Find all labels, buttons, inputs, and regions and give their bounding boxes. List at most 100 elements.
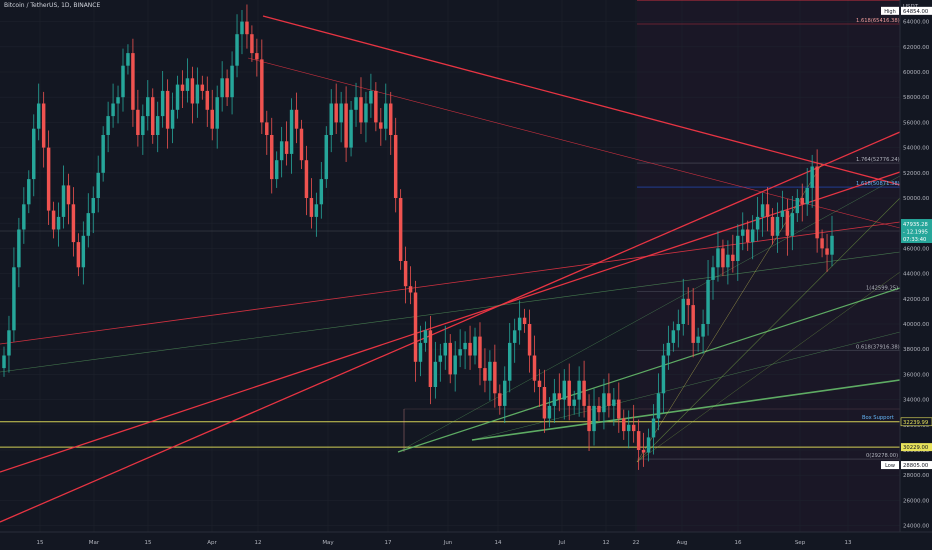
candle-body xyxy=(706,279,710,324)
candle-body xyxy=(775,216,780,236)
candle-body xyxy=(691,305,695,343)
candle-body xyxy=(408,286,413,293)
candle-body xyxy=(755,216,760,230)
candle-body xyxy=(56,216,61,230)
candle-body xyxy=(403,261,408,287)
candle-body xyxy=(329,103,333,135)
candle-body xyxy=(36,103,41,129)
candle-body xyxy=(532,355,537,381)
candle-body xyxy=(493,361,497,394)
trendline-green-support xyxy=(397,287,901,453)
price-axis[interactable] xyxy=(900,0,932,550)
trendline-descending-secondary xyxy=(247,57,901,229)
candle-body xyxy=(304,160,309,198)
candle-body xyxy=(200,84,205,91)
candle-body xyxy=(537,380,542,387)
candle-body xyxy=(522,317,527,324)
candle-body xyxy=(7,330,11,356)
badge-value: 28805.00 xyxy=(903,463,929,469)
candle-body xyxy=(597,405,601,413)
candle-body xyxy=(339,103,343,123)
pitchfork-lower xyxy=(636,271,901,463)
candle-body xyxy=(274,160,279,180)
candle-body xyxy=(622,418,626,432)
current-price-text: 07:33:40 xyxy=(903,237,926,243)
candle-body xyxy=(765,204,770,217)
candle-body xyxy=(646,437,651,453)
candle-body xyxy=(463,342,467,350)
candle-body xyxy=(126,53,130,66)
badge-value: 32239.99 xyxy=(903,420,928,426)
candle-body xyxy=(656,393,661,419)
candle-body xyxy=(681,298,685,324)
fib-label-top: 1.618(65416.38) xyxy=(856,18,900,24)
candle-body xyxy=(384,103,388,129)
candle-body xyxy=(547,405,552,419)
candle-body xyxy=(810,166,814,188)
y-tick-label: 40000.00 xyxy=(903,322,930,328)
candle-body xyxy=(572,399,576,406)
y-tick-label: 38000.00 xyxy=(903,347,930,353)
candle-body xyxy=(750,229,755,243)
y-tick-label: 42000.00 xyxy=(903,297,930,303)
candle-body xyxy=(587,405,591,432)
current-price-badge xyxy=(901,219,932,244)
badge-value: 30229.00 xyxy=(903,445,929,451)
candles xyxy=(2,4,834,470)
candle-body xyxy=(388,103,393,135)
candle-body xyxy=(592,405,596,432)
badge-tag-label: Low xyxy=(885,463,895,469)
x-tick-label: Aug xyxy=(677,540,688,546)
candle-body xyxy=(32,128,36,180)
time-axis[interactable] xyxy=(0,532,932,550)
badge-tag xyxy=(881,6,899,15)
candle-body xyxy=(626,424,631,432)
candle-body xyxy=(245,21,249,35)
trendline-green-bottom xyxy=(471,379,901,441)
candle-body xyxy=(780,210,785,217)
candle-body xyxy=(651,418,656,438)
x-tick-label: Apr xyxy=(207,540,217,546)
candle-body xyxy=(81,235,86,268)
candle-body xyxy=(22,204,26,230)
candle-body xyxy=(612,399,616,406)
y-tick-label: 46000.00 xyxy=(903,246,930,252)
candle-body xyxy=(71,204,76,243)
candle-body xyxy=(265,122,269,135)
candle-body xyxy=(770,216,775,236)
candle-body xyxy=(438,355,443,362)
x-tick-label: 15 xyxy=(37,540,44,546)
candle-body xyxy=(641,450,646,453)
candle-body xyxy=(250,34,254,54)
candle-body xyxy=(27,179,31,205)
candle-body xyxy=(155,116,160,135)
x-tick-label: 12 xyxy=(603,540,610,546)
candle-body xyxy=(314,204,319,217)
symbol-title: Bitcoin / TetherUS, 1D, BINANCE xyxy=(4,2,101,9)
candle-body xyxy=(180,84,185,91)
candle-body xyxy=(96,172,100,198)
candle-body xyxy=(170,109,175,129)
candle-body xyxy=(795,198,800,214)
candle-body xyxy=(607,393,611,406)
candle-body xyxy=(448,342,452,375)
candle-body xyxy=(721,248,725,268)
candle-body xyxy=(577,380,581,400)
candle-body xyxy=(324,135,329,180)
candle-body xyxy=(790,213,795,236)
x-axis-labels: 15 Mar 15 Apr 12 May 17 Jun 14 Jul 12 22 Aug 16 Sep 13 xyxy=(37,540,852,546)
y-tick-label: 56000.00 xyxy=(903,120,930,126)
candle-body xyxy=(61,185,66,217)
candle-body xyxy=(240,21,244,35)
candle-body xyxy=(334,103,338,123)
highlight-zone xyxy=(637,0,900,532)
x-tick-label: Jun xyxy=(443,540,453,546)
candle-body xyxy=(503,380,507,406)
candle-body xyxy=(760,204,765,217)
trendline-ascending-shallow xyxy=(0,221,901,345)
candle-body xyxy=(294,109,299,129)
x-tick-label: 15 xyxy=(145,540,152,546)
candle-body xyxy=(562,380,566,400)
candle-body xyxy=(418,342,423,362)
